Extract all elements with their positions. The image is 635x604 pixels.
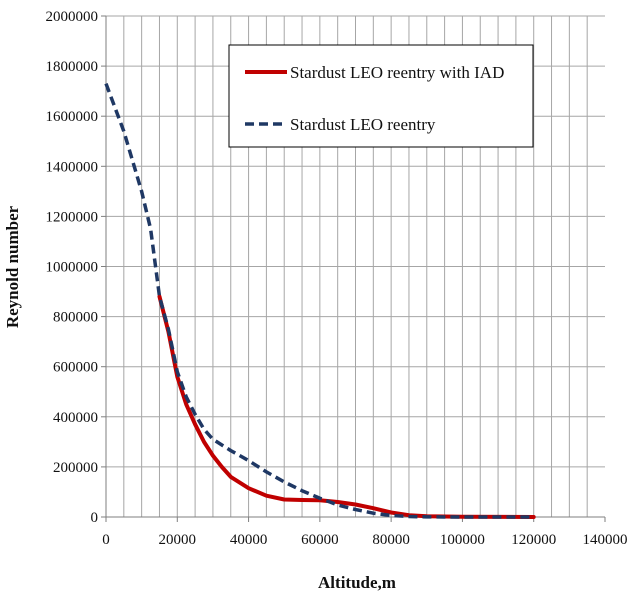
y-tick-label: 200000 <box>53 460 98 476</box>
y-tick-label: 400000 <box>53 410 98 426</box>
series-line-with-iad <box>157 294 536 519</box>
legend-box <box>228 44 534 148</box>
legend-label-with-iad: Stardust LEO reentry with IAD <box>290 63 504 82</box>
y-tick-label: 0 <box>91 510 99 526</box>
y-tick-label: 1400000 <box>46 159 99 175</box>
x-tick-label: 40000 <box>230 532 268 548</box>
x-tick-label: 60000 <box>301 532 339 548</box>
x-tick-label: 120000 <box>511 532 556 548</box>
y-tick-label: 1200000 <box>46 209 99 225</box>
x-tick-label: 140000 <box>583 532 628 548</box>
y-tick-label: 2000000 <box>46 9 99 25</box>
series <box>104 82 536 519</box>
y-axis-title: Reynold number <box>3 205 22 328</box>
y-tick-label: 1600000 <box>46 109 99 125</box>
y-tick-label: 800000 <box>53 310 98 326</box>
x-axis-title: Altitude,m <box>318 573 396 592</box>
x-tick-label: 100000 <box>440 532 485 548</box>
legend: Stardust LEO reentry with IAD Stardust L… <box>228 44 534 148</box>
y-tick-label: 600000 <box>53 360 98 376</box>
legend-label-leo-reentry: Stardust LEO reentry <box>290 115 436 134</box>
x-tick-label: 80000 <box>372 532 410 548</box>
y-tick-label: 1000000 <box>46 260 99 276</box>
tick-labels: 0200000400000600000800000100000012000001… <box>46 9 628 548</box>
x-tick-label: 0 <box>102 532 110 548</box>
x-tick-label: 20000 <box>159 532 197 548</box>
y-tick-label: 1800000 <box>46 59 99 75</box>
